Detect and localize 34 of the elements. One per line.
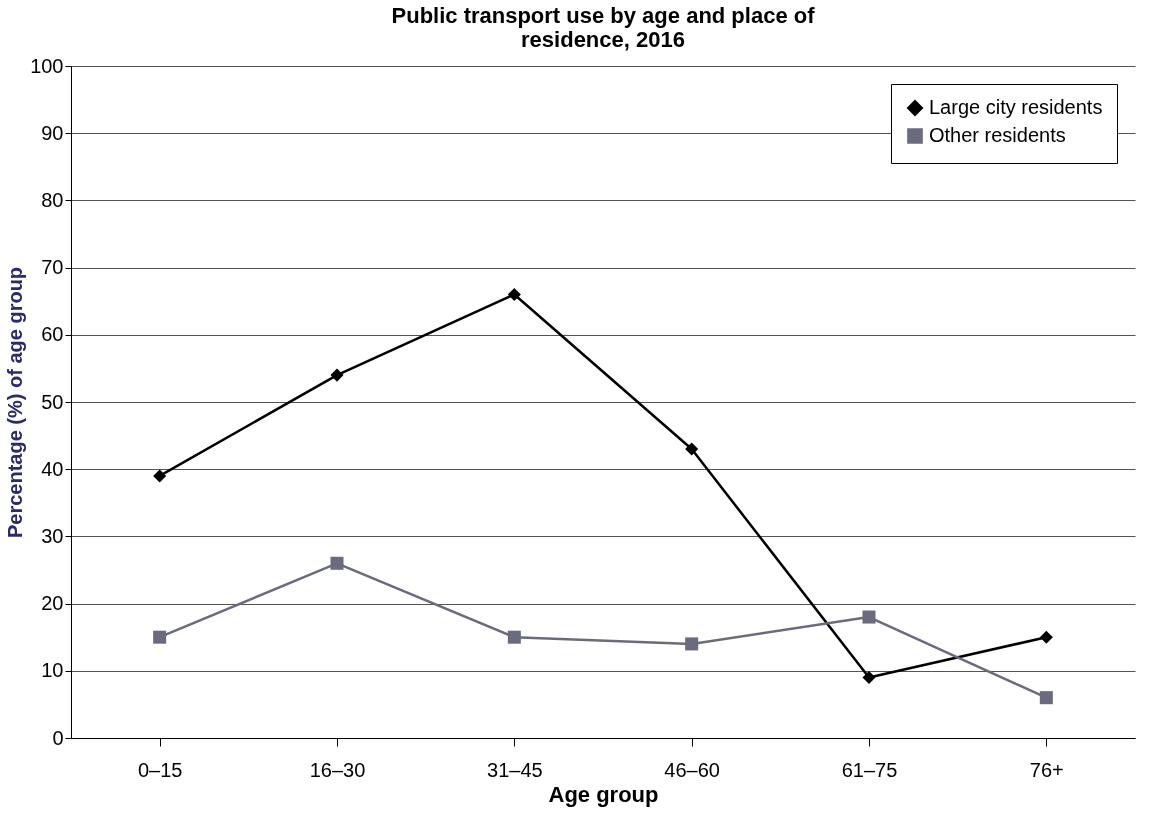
y-tick-label: 30: [41, 524, 64, 547]
y-tick-label: 10: [41, 659, 64, 682]
y-tick-label: 70: [41, 256, 64, 279]
y-axis-title: Percentage (%) of age group: [4, 266, 27, 539]
legend-label: Large city residents: [929, 96, 1103, 118]
point: [153, 469, 167, 483]
point: [330, 368, 344, 382]
point: [685, 442, 699, 456]
y-tick-label: 0: [52, 726, 64, 749]
point: [153, 630, 167, 644]
point: [685, 637, 699, 651]
y-tick-label: 100: [30, 54, 64, 77]
point: [862, 671, 876, 685]
point: [507, 287, 521, 301]
point: [1039, 691, 1053, 705]
point: [330, 556, 344, 570]
point: [1039, 630, 1053, 644]
x-tick-label: 31–45: [487, 758, 543, 781]
x-axis-title: Age group: [548, 781, 659, 807]
x-tick-label: 46–60: [664, 758, 720, 781]
y-tick-label: 60: [41, 323, 64, 346]
point: [862, 610, 876, 624]
chart-title: Public transport use by age and place of residence, 2016: [391, 3, 816, 52]
y-tick-label: 80: [41, 188, 64, 211]
y-tick-label: 50: [41, 390, 64, 413]
y-tick-label: 40: [41, 457, 64, 480]
x-tick-label: 61–75: [841, 758, 898, 781]
legend-label: Other residents: [929, 124, 1066, 146]
y-tick-label: 90: [41, 121, 64, 144]
x-tick-label: 16–30: [309, 758, 366, 781]
x-tick-label: 0–15: [137, 758, 183, 781]
y-tick-label: 20: [41, 592, 64, 615]
x-tick-label: 76+: [1029, 758, 1064, 781]
point: [507, 630, 521, 644]
